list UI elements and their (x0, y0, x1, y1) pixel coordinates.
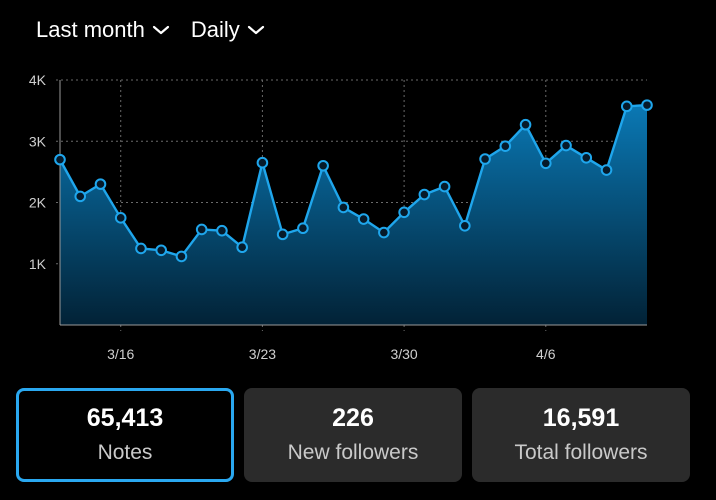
data-point[interactable] (378, 226, 390, 239)
data-point[interactable] (398, 206, 410, 219)
stat-value: 226 (332, 404, 374, 432)
data-point[interactable] (175, 250, 188, 263)
data-point[interactable] (580, 151, 593, 164)
data-point[interactable] (539, 157, 552, 170)
x-tick-label: 3/30 (390, 346, 417, 362)
y-tick-label: 4K (29, 72, 47, 88)
data-point[interactable] (155, 244, 168, 257)
stat-card-new-followers[interactable]: 226 New followers (244, 388, 462, 482)
interval-dropdown[interactable]: Daily (191, 14, 266, 46)
stats-cards: 65,413 Notes 226 New followers 16,591 To… (16, 388, 690, 482)
series-points (54, 99, 653, 263)
data-point[interactable] (236, 241, 248, 254)
data-point[interactable] (620, 100, 633, 113)
data-point[interactable] (641, 99, 653, 111)
period-dropdown-label: Last month (36, 17, 145, 42)
y-tick-label: 3K (29, 133, 47, 149)
data-point[interactable] (276, 228, 289, 241)
data-point[interactable] (519, 118, 532, 131)
x-tick-label: 4/6 (536, 346, 556, 362)
x-tick-label: 3/16 (107, 346, 134, 362)
interval-dropdown-label: Daily (190, 17, 240, 42)
data-point[interactable] (560, 139, 572, 152)
data-point[interactable] (195, 223, 208, 236)
stat-value: 65,413 (86, 404, 164, 432)
data-point[interactable] (357, 213, 370, 225)
stat-label: Notes (97, 441, 153, 464)
stat-value: 16,591 (542, 404, 620, 432)
data-point[interactable] (297, 222, 309, 235)
data-point[interactable] (256, 156, 269, 169)
data-point[interactable] (94, 178, 107, 190)
data-point[interactable] (135, 242, 147, 255)
data-point[interactable] (418, 188, 431, 201)
activity-chart: 1K 2K 3K 4K 3/16 3/23 3/30 4/6 (29, 72, 653, 362)
axis-labels: 1K 2K 3K 4K 3/16 3/23 3/30 4/6 (29, 72, 556, 362)
period-dropdown[interactable]: Last month (36, 14, 171, 46)
data-point[interactable] (114, 212, 127, 224)
data-point[interactable] (54, 153, 66, 166)
chevron-down-icon (247, 25, 264, 35)
data-point[interactable] (216, 224, 228, 237)
data-point[interactable] (479, 153, 491, 165)
data-point[interactable] (600, 164, 613, 176)
data-point[interactable] (317, 159, 329, 172)
data-point[interactable] (499, 140, 512, 152)
chart-axes (59, 80, 647, 326)
stat-card-notes[interactable]: 65,413 Notes (16, 388, 234, 482)
data-point[interactable] (74, 190, 87, 203)
series-area (60, 105, 647, 325)
data-point[interactable] (459, 219, 471, 232)
x-tick-label: 3/23 (249, 346, 276, 362)
stat-label: Total followers (514, 441, 648, 464)
stat-label: New followers (287, 441, 419, 464)
y-tick-label: 1K (29, 256, 47, 272)
filters-bar: Last month Daily (36, 14, 266, 46)
chevron-down-icon (152, 25, 169, 35)
data-point[interactable] (438, 180, 451, 193)
data-point[interactable] (337, 201, 350, 214)
stat-card-total-followers[interactable]: 16,591 Total followers (472, 388, 690, 482)
y-tick-label: 2K (29, 195, 47, 211)
